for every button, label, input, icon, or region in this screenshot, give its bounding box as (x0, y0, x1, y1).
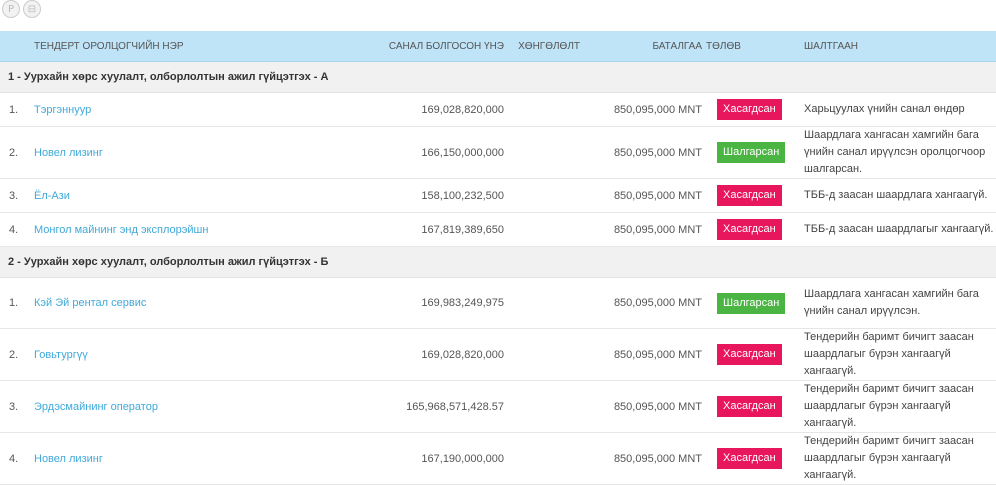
bidder-cell: Тэргэннуур (34, 92, 368, 127)
status-cell: Хасагдсан (702, 328, 804, 381)
header-number (0, 31, 34, 62)
row-number: 4. (0, 432, 34, 485)
guarantee: 850,095,000 MNT (580, 277, 702, 329)
bidder-name-link[interactable]: Кэй Эй рентал сервис (34, 297, 147, 309)
offer-price: 167,190,000,000 (368, 432, 504, 485)
table-row: 4. Монгол майнинг энд эксплорэйшн 167,819,… (0, 212, 996, 247)
bidder-cell: Ёл-Ази (34, 178, 368, 213)
table-row: 1. Кэй Эй рентал сервис 169,983,249,975 850… (0, 277, 996, 329)
row-number: 4. (0, 212, 34, 247)
discount (504, 178, 580, 213)
header-reason: ШАЛТГААН (804, 31, 996, 62)
reason-text: Тендерийн баримт бичигт заасан шаардлагы… (804, 380, 996, 433)
reason-text: Харьцуулах үнийн санал өндөр (804, 92, 996, 127)
offer-price: 169,983,249,975 (368, 277, 504, 329)
bidder-cell: Эрдэсмайнинг оператор (34, 380, 368, 433)
pdf-icon[interactable]: P (2, 0, 20, 18)
reason-text: Тендерийн баримт бичигт заасан шаардлагы… (804, 328, 996, 381)
group-title: 2 - Уурхайн хөрс хуулалт, олборлолтын аж… (0, 246, 996, 278)
offer-price: 166,150,000,000 (368, 126, 504, 179)
discount (504, 212, 580, 247)
bidder-name-link[interactable]: Монгол майнинг энд эксплорэйшн (34, 223, 209, 236)
status-cell: Хасагдсан (702, 92, 804, 127)
row-number: 1. (0, 277, 34, 329)
status-badge: Хасагдсан (717, 185, 782, 206)
discount (504, 380, 580, 433)
bidder-cell: Новел лизинг (34, 432, 368, 485)
header-offer: САНАЛ БОЛГОСОН ҮНЭ (368, 31, 504, 62)
offer-price: 158,100,232,500 (368, 178, 504, 213)
group-row: 1 - Уурхайн хөрс хуулалт, олборлолтын аж… (0, 61, 996, 93)
offer-price: 165,968,571,428.57 (368, 380, 504, 433)
reason-text: Шаардлага хангасан хамгийн бага үнийн са… (804, 277, 996, 329)
row-number: 2. (0, 328, 34, 381)
offer-price: 169,028,820,000 (368, 328, 504, 381)
guarantee: 850,095,000 MNT (580, 328, 702, 381)
offer-price: 167,819,389,650 (368, 212, 504, 247)
row-number: 3. (0, 380, 34, 433)
table-row: 3. Эрдэсмайнинг оператор 165,968,571,428.5… (0, 380, 996, 433)
table-row: 4. Новел лизинг 167,190,000,000 850,095,000… (0, 432, 996, 485)
row-number: 2. (0, 126, 34, 179)
table-row: 3. Ёл-Ази 158,100,232,500 850,095,000 MNT Ха… (0, 178, 996, 213)
guarantee: 850,095,000 MNT (580, 432, 702, 485)
row-number: 3. (0, 178, 34, 213)
group-row: 2 - Уурхайн хөрс хуулалт, олборлолтын аж… (0, 246, 996, 278)
bidder-name-link[interactable]: Эрдэсмайнинг оператор (34, 400, 158, 413)
row-number: 1. (0, 92, 34, 127)
reason-text: Шаардлага хангасан хамгийн бага үнийн са… (804, 126, 996, 179)
guarantee: 850,095,000 MNT (580, 212, 702, 247)
table-row: 1. Тэргэннуур 169,028,820,000 850,095,000 M… (0, 92, 996, 127)
bidder-name-link[interactable]: Говьтургүү (34, 348, 88, 361)
status-badge: Шалгарсан (717, 142, 786, 163)
table-row: 2. Новел лизинг 166,150,000,000 850,095,000… (0, 126, 996, 179)
discount (504, 126, 580, 179)
bidder-name-link[interactable]: Ёл-Ази (34, 189, 70, 202)
status-badge: Хасагдсан (717, 448, 782, 469)
table-row: 2. Говьтургүү 169,028,820,000 850,095,000 M… (0, 328, 996, 381)
status-cell: Шалгарсан (702, 126, 804, 179)
guarantee: 850,095,000 MNT (580, 380, 702, 433)
bidder-name-link[interactable]: Новел лизинг (34, 146, 103, 159)
bidder-name-link[interactable]: Новел лизинг (34, 452, 103, 465)
status-cell: Шалгарсан (702, 277, 804, 329)
bidder-cell: Кэй Эй рентал сервис (34, 277, 368, 329)
bidder-name-link[interactable]: Тэргэннуур (34, 103, 92, 116)
guarantee: 850,095,000 MNT (580, 92, 702, 127)
reason-text: ТББ-д заасан шаардлага хангаагүй. (804, 178, 996, 213)
discount (504, 277, 580, 329)
status-badge: Хасагдсан (717, 219, 782, 240)
offer-price: 169,028,820,000 (368, 92, 504, 127)
guarantee: 850,095,000 MNT (580, 126, 702, 179)
bidder-cell: Новел лизинг (34, 126, 368, 179)
header-name: ТЕНДЕРТ ОРОЛЦОГЧИЙН НЭР (34, 31, 368, 62)
toolbar: P ⊟ (2, 0, 41, 20)
reason-text: Тендерийн баримт бичигт заасан шаардлагы… (804, 432, 996, 485)
discount (504, 432, 580, 485)
status-cell: Хасагдсан (702, 178, 804, 213)
group-title: 1 - Уурхайн хөрс хуулалт, олборлолтын аж… (0, 61, 996, 93)
header-guarantee: БАТАЛГАА (580, 31, 702, 62)
document-icon[interactable]: ⊟ (23, 0, 41, 18)
header-status: ТӨЛӨВ (702, 31, 804, 62)
guarantee: 850,095,000 MNT (580, 178, 702, 213)
table-header: ТЕНДЕРТ ОРОЛЦОГЧИЙН НЭР САНАЛ БОЛГОСОН Ү… (0, 31, 996, 62)
status-badge: Хасагдсан (717, 396, 782, 417)
bidder-cell: Монгол майнинг энд эксплорэйшн (34, 212, 368, 247)
status-badge: Хасагдсан (717, 344, 782, 365)
status-cell: Хасагдсан (702, 380, 804, 433)
status-cell: Хасагдсан (702, 432, 804, 485)
status-badge: Шалгарсан (717, 292, 786, 314)
status-badge: Хасагдсан (717, 99, 782, 120)
bidder-cell: Говьтургүү (34, 328, 368, 381)
discount (504, 92, 580, 127)
header-discount: ХӨНГӨЛӨЛТ (504, 31, 580, 62)
discount (504, 328, 580, 381)
tender-results-table: ТЕНДЕРТ ОРОЛЦОГЧИЙН НЭР САНАЛ БОЛГОСОН Ү… (0, 31, 996, 485)
reason-text: ТББ-д заасан шаардлагыг хангаагүй. (804, 212, 996, 247)
status-cell: Хасагдсан (702, 212, 804, 247)
